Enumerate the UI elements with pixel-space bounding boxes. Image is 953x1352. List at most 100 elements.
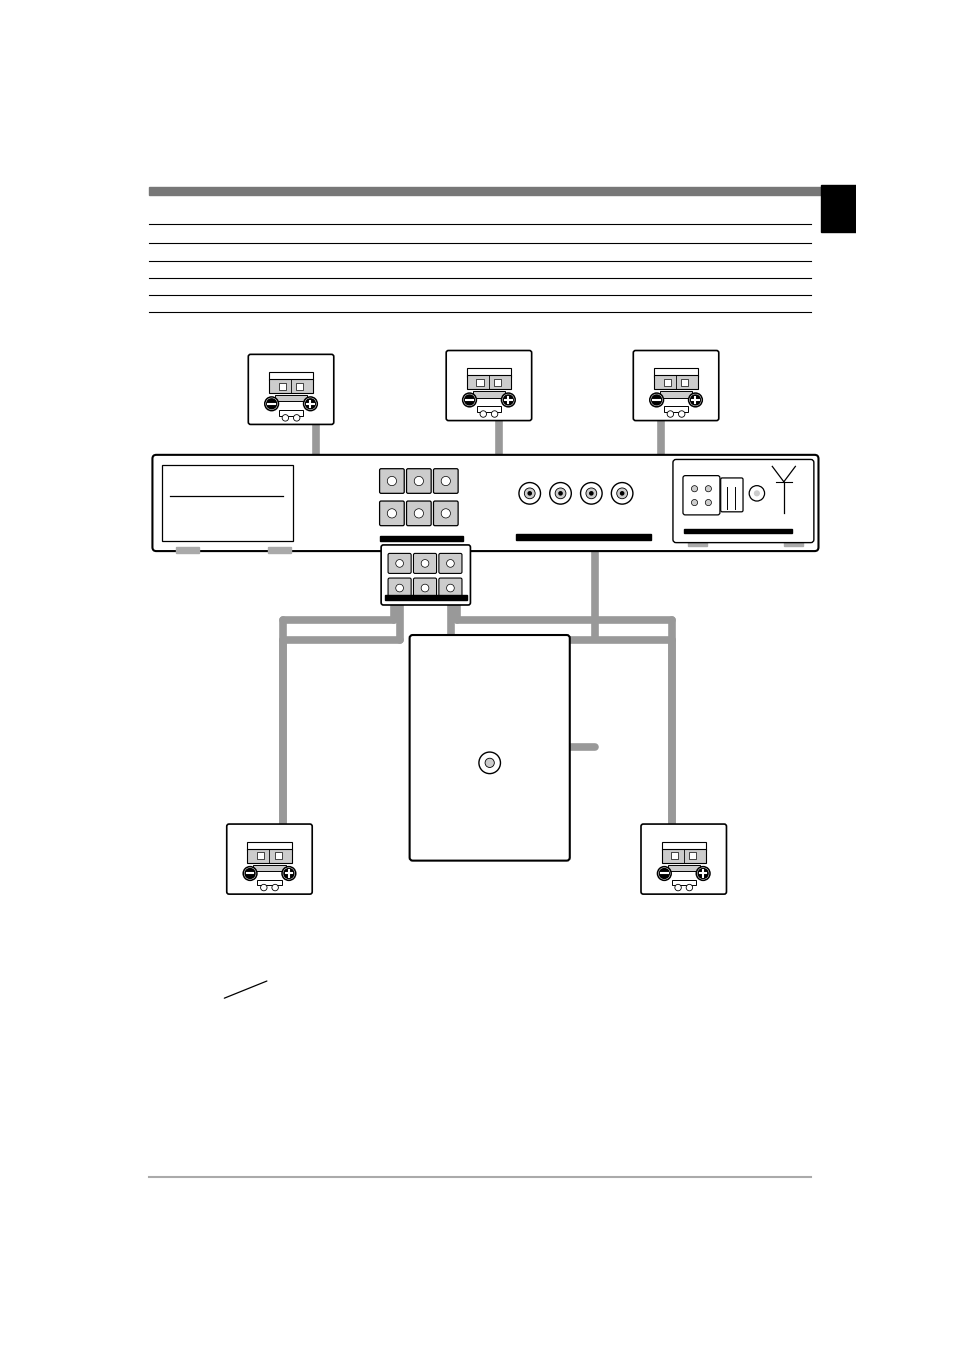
- Circle shape: [440, 508, 450, 518]
- Circle shape: [524, 488, 535, 499]
- Circle shape: [395, 560, 403, 568]
- Circle shape: [502, 395, 514, 406]
- Circle shape: [518, 483, 540, 504]
- Bar: [162, 465, 293, 541]
- FancyBboxPatch shape: [379, 469, 404, 493]
- Circle shape: [580, 483, 601, 504]
- Circle shape: [666, 411, 673, 418]
- Bar: [688, 852, 696, 860]
- Bar: [663, 407, 687, 412]
- Circle shape: [619, 491, 624, 496]
- FancyBboxPatch shape: [227, 825, 312, 894]
- Circle shape: [678, 411, 684, 418]
- Circle shape: [446, 584, 454, 592]
- Circle shape: [244, 868, 255, 879]
- Bar: [296, 383, 303, 389]
- Bar: [466, 375, 511, 389]
- FancyBboxPatch shape: [381, 545, 470, 604]
- Bar: [247, 849, 292, 863]
- Circle shape: [420, 560, 429, 568]
- Circle shape: [282, 415, 289, 420]
- Bar: [660, 842, 705, 850]
- Circle shape: [282, 867, 295, 880]
- FancyBboxPatch shape: [433, 469, 457, 493]
- Circle shape: [549, 483, 571, 504]
- Bar: [257, 880, 281, 886]
- Bar: [256, 852, 264, 860]
- Bar: [516, 534, 650, 539]
- Circle shape: [649, 393, 662, 407]
- Circle shape: [691, 499, 697, 506]
- Bar: [653, 375, 698, 389]
- Bar: [379, 535, 462, 541]
- Bar: [671, 852, 678, 860]
- Circle shape: [414, 508, 423, 518]
- FancyBboxPatch shape: [406, 469, 431, 493]
- Circle shape: [395, 584, 403, 592]
- Bar: [175, 548, 198, 553]
- Bar: [494, 379, 501, 385]
- Bar: [683, 529, 791, 534]
- Circle shape: [753, 491, 760, 496]
- Circle shape: [691, 485, 697, 492]
- Bar: [385, 595, 466, 599]
- Bar: [253, 865, 285, 871]
- FancyBboxPatch shape: [406, 502, 431, 526]
- Bar: [278, 411, 303, 415]
- Bar: [274, 395, 307, 402]
- Circle shape: [748, 485, 763, 502]
- FancyBboxPatch shape: [248, 354, 334, 425]
- FancyBboxPatch shape: [640, 825, 725, 894]
- Circle shape: [704, 485, 711, 492]
- Circle shape: [478, 752, 500, 773]
- Bar: [653, 368, 698, 377]
- Circle shape: [462, 393, 476, 407]
- Circle shape: [527, 491, 532, 496]
- Bar: [671, 880, 695, 886]
- FancyBboxPatch shape: [682, 476, 720, 515]
- Circle shape: [260, 884, 267, 891]
- Circle shape: [294, 415, 299, 420]
- Circle shape: [491, 411, 497, 418]
- Bar: [466, 368, 511, 377]
- Circle shape: [555, 488, 565, 499]
- Circle shape: [650, 395, 661, 406]
- Circle shape: [283, 868, 294, 879]
- FancyBboxPatch shape: [633, 350, 718, 420]
- Bar: [783, 539, 802, 546]
- Circle shape: [479, 411, 486, 418]
- FancyBboxPatch shape: [409, 635, 569, 861]
- FancyBboxPatch shape: [433, 502, 457, 526]
- FancyBboxPatch shape: [438, 579, 461, 598]
- Bar: [247, 842, 292, 850]
- Circle shape: [304, 397, 315, 410]
- Circle shape: [265, 397, 278, 411]
- Circle shape: [420, 584, 429, 592]
- Circle shape: [414, 476, 423, 485]
- Bar: [820, 185, 855, 231]
- Circle shape: [440, 476, 450, 485]
- Bar: [269, 372, 313, 380]
- Circle shape: [674, 884, 680, 891]
- Circle shape: [387, 508, 396, 518]
- Circle shape: [689, 395, 700, 406]
- Bar: [149, 187, 825, 195]
- Circle shape: [501, 393, 515, 407]
- FancyBboxPatch shape: [388, 579, 411, 598]
- Bar: [278, 383, 285, 389]
- Bar: [269, 379, 313, 393]
- Bar: [268, 548, 291, 553]
- FancyBboxPatch shape: [413, 553, 436, 573]
- FancyBboxPatch shape: [446, 350, 531, 420]
- Circle shape: [696, 867, 709, 880]
- Circle shape: [303, 397, 317, 411]
- Circle shape: [272, 884, 278, 891]
- Bar: [476, 379, 483, 385]
- Bar: [660, 849, 705, 863]
- FancyBboxPatch shape: [413, 579, 436, 598]
- Circle shape: [484, 758, 494, 768]
- Circle shape: [688, 393, 701, 407]
- Bar: [473, 391, 504, 397]
- FancyBboxPatch shape: [672, 460, 813, 542]
- Bar: [659, 391, 692, 397]
